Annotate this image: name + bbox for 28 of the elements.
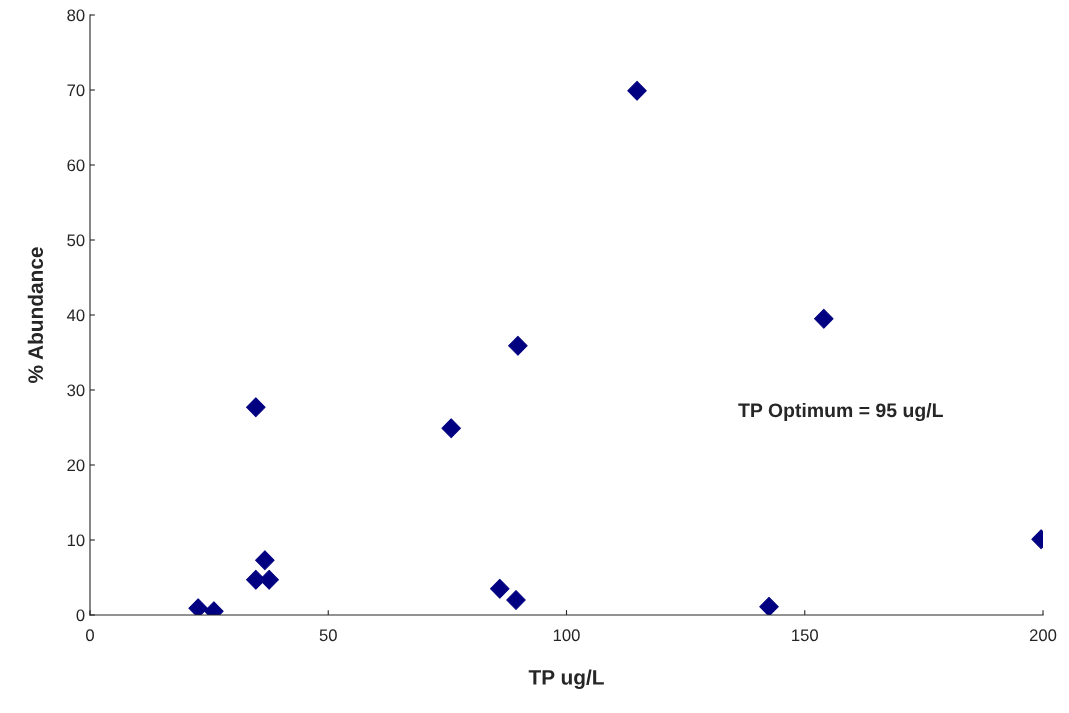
x-tick-label: 200 — [1029, 629, 1057, 642]
point — [506, 590, 526, 610]
point — [259, 569, 280, 590]
y-tick-label: 50 — [67, 234, 85, 247]
point — [188, 598, 209, 615]
x-tick-label: 50 — [319, 629, 337, 642]
x-tick-label: 0 — [86, 629, 94, 642]
point — [245, 397, 266, 418]
point — [489, 578, 510, 599]
x-tick-label: 150 — [792, 629, 818, 642]
point — [627, 80, 647, 101]
y-tick-label: 60 — [67, 159, 85, 172]
y-tick-label: 0 — [76, 609, 85, 622]
point — [508, 335, 528, 356]
point — [441, 418, 462, 439]
x-tick-label: 100 — [553, 629, 580, 642]
point — [759, 596, 779, 615]
y-tick-label: 80 — [67, 9, 85, 22]
y-tick-label: 20 — [67, 459, 85, 472]
y-tick-label: 40 — [66, 309, 85, 322]
x-axis-title: TP ug/L — [528, 669, 604, 689]
y-tick-label: 70 — [67, 84, 85, 97]
y-tick-label: 30 — [67, 384, 85, 397]
point — [255, 550, 275, 571]
annotation: TP Optimum = 95 ug/L — [738, 402, 943, 422]
y-tick-label: 10 — [67, 534, 85, 547]
point — [813, 308, 834, 329]
y-axis-title: % Abundance — [27, 247, 44, 383]
